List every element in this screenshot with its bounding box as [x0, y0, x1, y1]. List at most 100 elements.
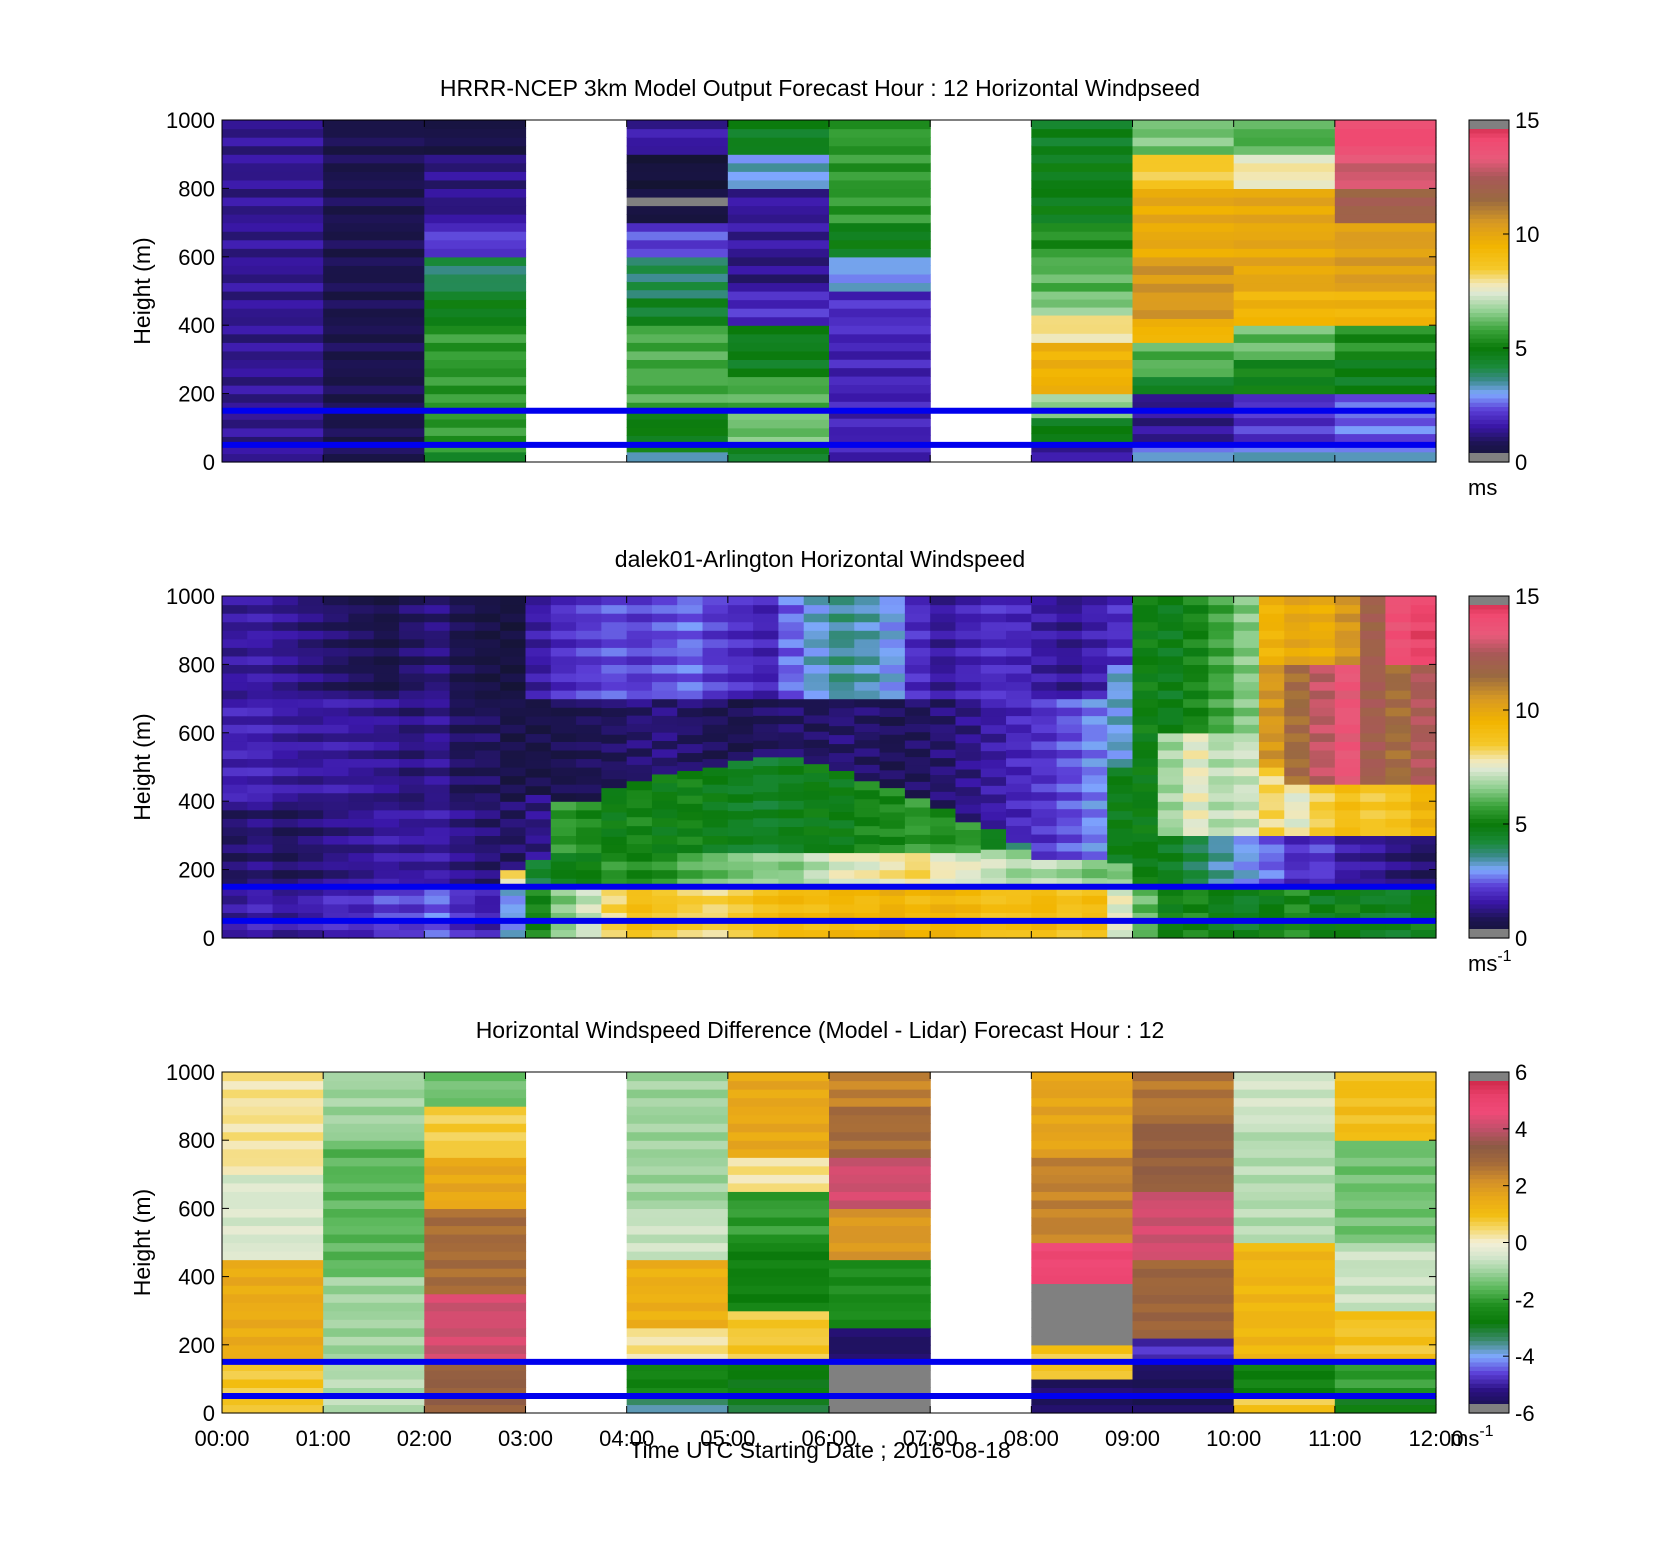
heatmap-cell	[702, 818, 729, 828]
heatmap-cell	[550, 912, 577, 922]
heatmap-cell	[626, 188, 729, 198]
heatmap-cell	[702, 929, 729, 939]
heatmap-cell	[247, 732, 274, 742]
heatmap-cell	[500, 621, 527, 631]
heatmap-cell	[727, 1114, 830, 1124]
heatmap-cell	[727, 1327, 830, 1337]
heatmap-cell	[1157, 655, 1184, 665]
heatmap-cell	[323, 137, 425, 147]
heatmap-cell	[1309, 784, 1336, 794]
heatmap-cell	[1132, 1353, 1235, 1363]
heatmap-cell	[1233, 1268, 1336, 1278]
heatmap-cell	[474, 920, 501, 931]
heatmap-cell	[1056, 740, 1083, 750]
heatmap-cell	[1132, 342, 1235, 352]
colorbar-swatch	[1469, 192, 1509, 198]
heatmap-cell	[727, 402, 830, 412]
heatmap-cell	[803, 647, 830, 657]
heatmap-cell	[1258, 621, 1285, 631]
colorbar-swatch	[1469, 784, 1509, 789]
heatmap-cell	[879, 912, 906, 922]
heatmap-cell	[1132, 239, 1235, 249]
heatmap-cell	[601, 655, 628, 665]
heatmap-cell	[879, 903, 906, 913]
heatmap-cell	[829, 596, 855, 606]
heatmap-cell	[1031, 1089, 1134, 1099]
heatmap-cell	[399, 801, 425, 811]
heatmap-cell	[601, 878, 628, 888]
heatmap-cell	[323, 222, 425, 232]
heatmap-cell	[576, 604, 602, 614]
heatmap-cell	[399, 672, 425, 683]
heatmap-cell	[829, 308, 931, 318]
heatmap-cell	[500, 878, 527, 888]
heatmap-cell	[323, 410, 425, 420]
heatmap-cell	[1107, 698, 1134, 708]
heatmap-cell	[323, 1097, 425, 1107]
heatmap-cell	[1334, 1268, 1437, 1278]
heatmap-cell	[1309, 792, 1336, 802]
heatmap-cell	[626, 342, 729, 352]
heatmap-cell	[1157, 886, 1184, 896]
heatmap-cell	[1031, 324, 1134, 334]
heatmap-cell	[854, 756, 881, 765]
heatmap-cell	[449, 749, 476, 760]
heatmap-cell	[727, 810, 754, 820]
y-tick-label: 400	[178, 1265, 215, 1290]
heatmap-cell	[829, 273, 931, 284]
heatmap-cell	[1360, 869, 1387, 879]
heatmap-cell	[727, 1174, 830, 1184]
heatmap-cell	[626, 1080, 729, 1090]
heatmap-cell	[576, 826, 602, 836]
heatmap-cell	[1157, 809, 1184, 819]
heatmap-cell	[778, 698, 805, 708]
colorbar-swatch	[1469, 410, 1509, 416]
heatmap-cell	[1183, 741, 1209, 751]
heatmap-cell	[1081, 638, 1108, 648]
heatmap-cell	[1233, 239, 1336, 249]
heatmap-cell	[753, 903, 780, 913]
heatmap-cell	[829, 886, 855, 896]
heatmap-cell	[222, 427, 324, 437]
heatmap-cell	[651, 664, 678, 674]
heatmap-cell	[1284, 647, 1311, 657]
heatmap-cell	[1107, 895, 1134, 905]
heatmap-cell	[955, 804, 982, 814]
heatmap-cell	[1132, 638, 1159, 648]
heatmap-cell	[803, 630, 830, 640]
heatmap-cell	[323, 758, 350, 768]
heatmap-cell	[1183, 929, 1209, 939]
heatmap-cell	[1233, 1080, 1336, 1090]
heatmap-cell	[1132, 841, 1159, 851]
heatmap-cell	[727, 162, 830, 172]
heatmap-cell	[550, 732, 577, 742]
colorbar-swatch	[1469, 145, 1509, 151]
heatmap-cell	[424, 1080, 527, 1090]
heatmap-cell	[1360, 920, 1387, 931]
heatmap-cell	[1056, 842, 1083, 852]
heatmap-cell	[727, 1123, 830, 1133]
heatmap-cell	[1385, 895, 1412, 905]
heatmap-cell	[829, 1123, 931, 1133]
heatmap-cell	[1157, 775, 1184, 785]
heatmap-cell	[1334, 861, 1361, 871]
heatmap-cell	[222, 1148, 324, 1158]
heatmap-cell	[651, 715, 678, 725]
heatmap-cell	[1031, 791, 1058, 801]
heatmap-cell	[702, 835, 729, 845]
heatmap-cell	[1031, 859, 1058, 870]
heatmap-cell	[753, 740, 780, 750]
colorbar-swatch	[1469, 672, 1509, 678]
heatmap-cell	[474, 775, 501, 785]
heatmap-cell	[829, 333, 931, 343]
colorbar-swatch	[1469, 333, 1509, 339]
colorbar-tick-label: 6	[1515, 1060, 1527, 1085]
heatmap-cell	[727, 596, 754, 606]
heatmap-cell	[1056, 664, 1083, 674]
heatmap-cell	[626, 672, 653, 683]
heatmap-cell	[829, 647, 855, 657]
heatmap-cell	[803, 613, 830, 623]
heatmap-cell	[727, 342, 830, 352]
heatmap-cell	[904, 852, 931, 862]
